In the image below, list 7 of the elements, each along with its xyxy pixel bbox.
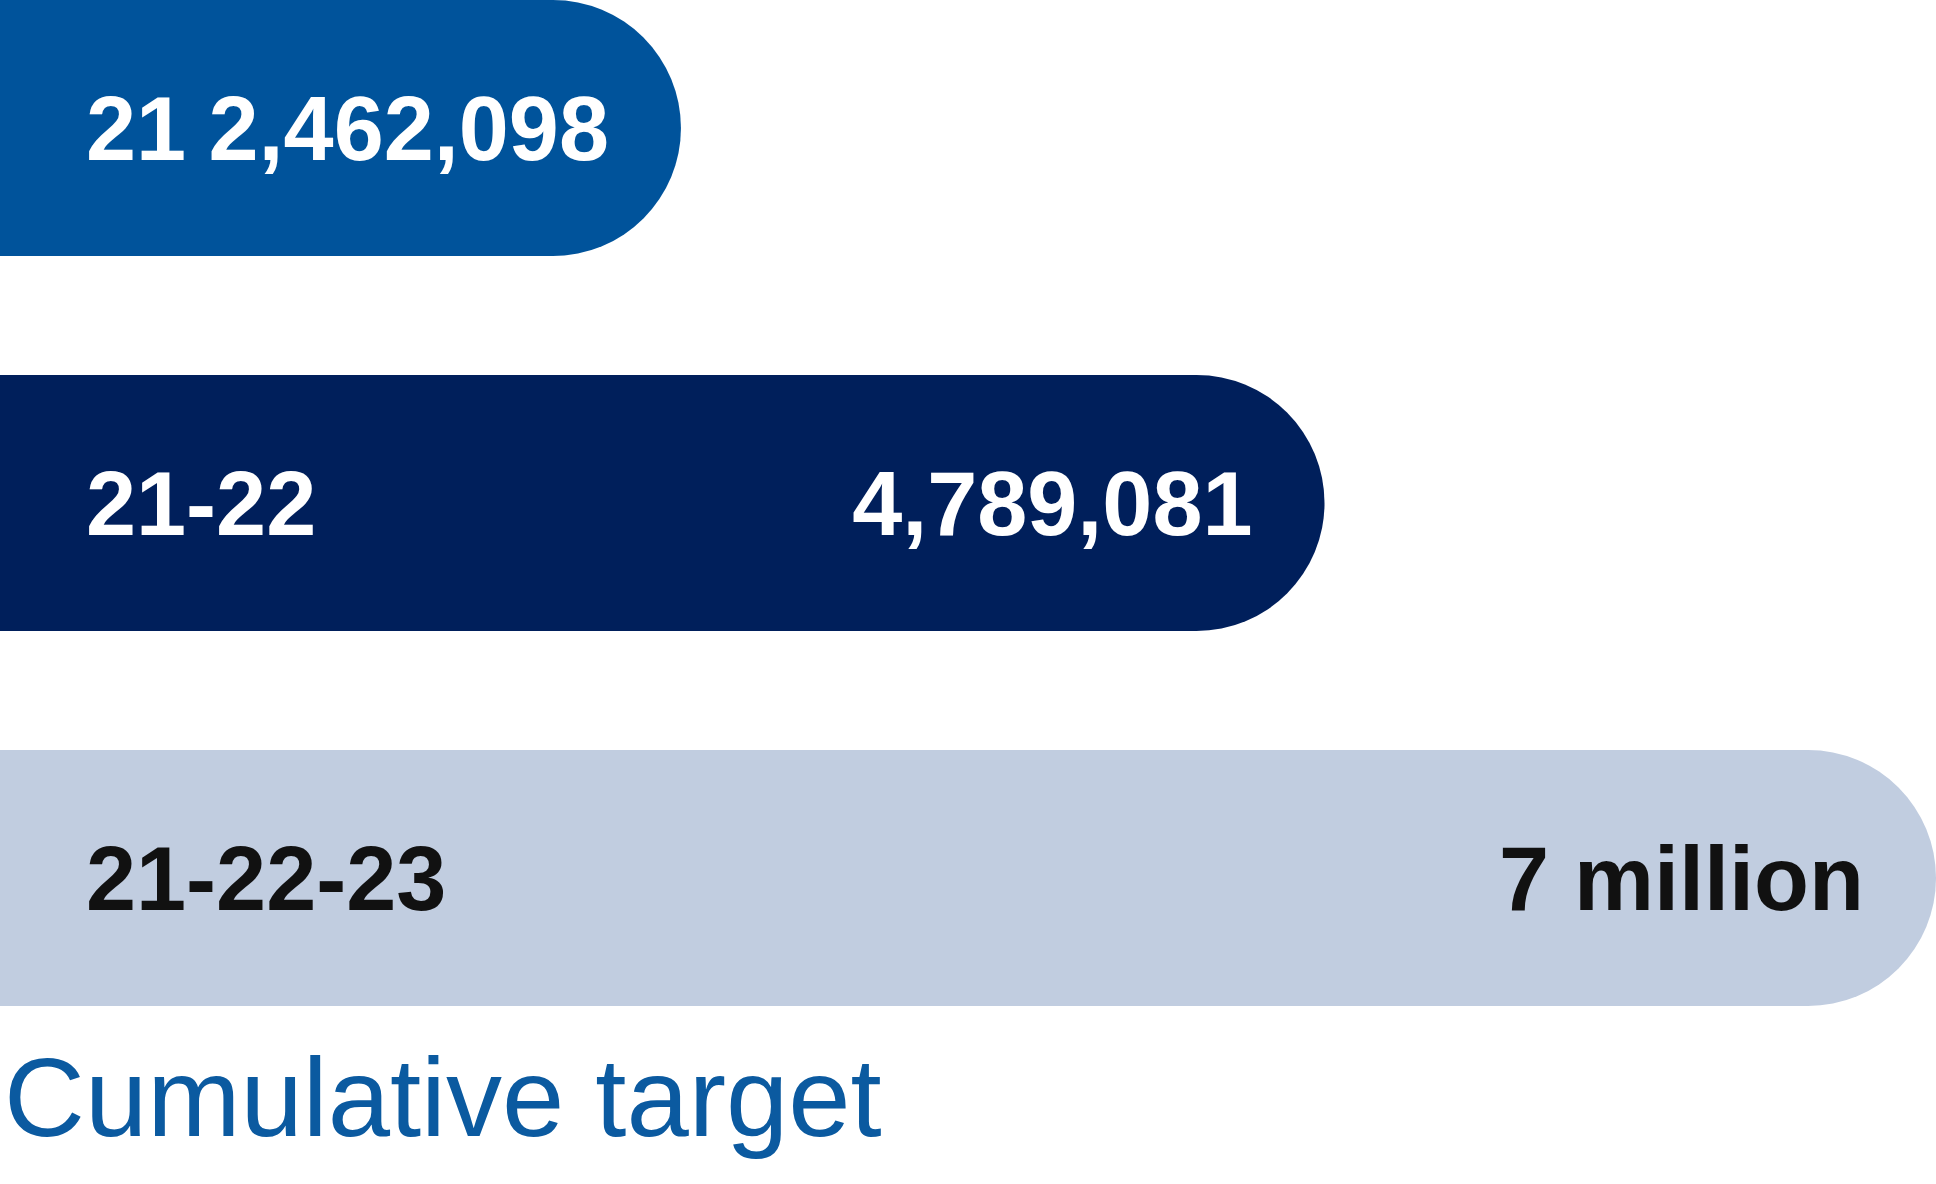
data-label: 2,462,098 bbox=[208, 79, 609, 180]
data-label: 7 million bbox=[1498, 829, 1864, 930]
y-tick-label: 21 bbox=[86, 79, 187, 180]
annotation: Cumulative target bbox=[4, 1035, 882, 1160]
data-label: 4,789,081 bbox=[852, 454, 1253, 555]
y-tick-label: 21-22-23 bbox=[86, 829, 447, 930]
y-tick-label: 21-22 bbox=[86, 454, 317, 555]
